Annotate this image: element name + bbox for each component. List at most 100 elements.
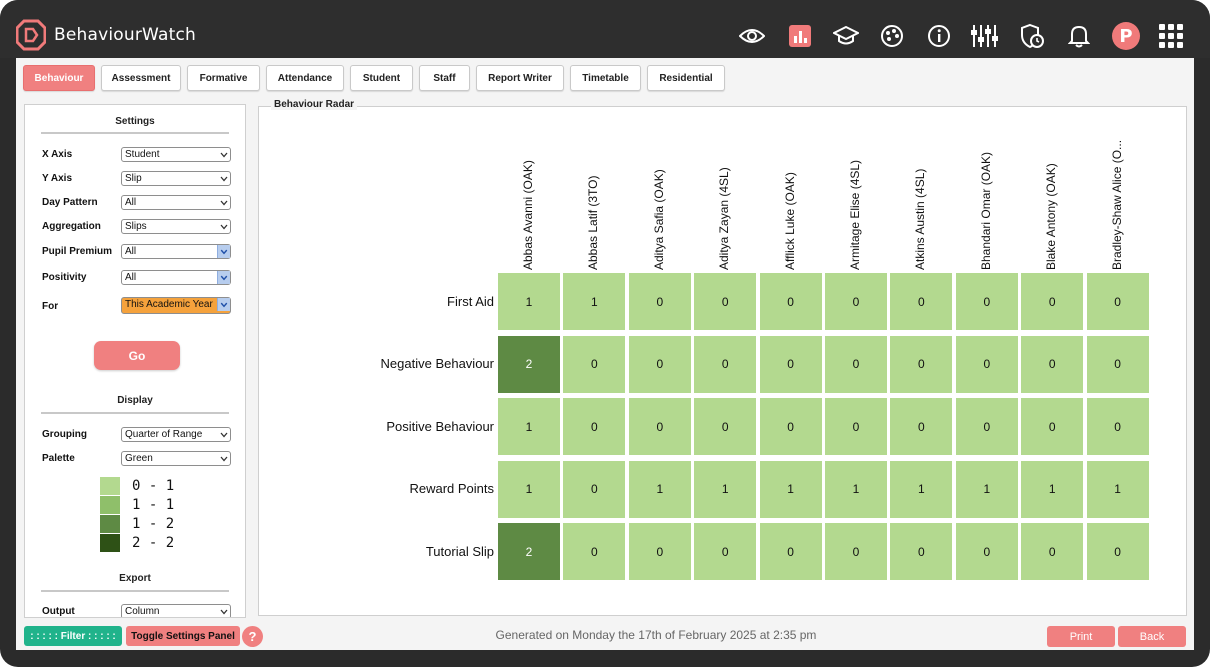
chevron-down-icon [217,271,230,284]
tab-formative[interactable]: Formative [187,65,260,91]
heatmap-cell[interactable]: 0 [1021,523,1084,580]
avatar[interactable]: P [1112,22,1140,50]
legend-swatch [100,514,120,533]
heatmap-cell[interactable]: 0 [890,398,953,455]
toggle-settings-button[interactable]: Toggle Settings Panel [126,626,240,646]
heatmap-cell[interactable]: 0 [694,335,757,393]
heatmap-cell[interactable]: 0 [1086,398,1149,455]
sliders-icon[interactable] [970,22,998,50]
tab-behaviour[interactable]: Behaviour [23,65,95,91]
heatmap-cell[interactable]: 0 [628,273,691,330]
bell-icon[interactable] [1065,22,1093,50]
heatmap-cell[interactable]: 0 [890,523,953,580]
tab-attendance[interactable]: Attendance [266,65,344,91]
back-button[interactable]: Back [1118,626,1186,647]
heatmap-cell[interactable]: 0 [1021,335,1084,393]
y-axis-select[interactable]: Slip [121,171,231,186]
aggregation-select[interactable]: Slips [121,219,231,234]
day-pattern-value: All [125,197,137,208]
heatmap-cell[interactable]: 0 [955,335,1018,393]
heatmap-cell[interactable]: 1 [955,460,1018,518]
heatmap-cell[interactable]: 0 [694,398,757,455]
divider [41,132,229,134]
heatmap-cell[interactable]: 0 [825,273,887,330]
column-header: Abbas Avanni (OAK) [521,160,535,270]
heatmap-cell[interactable]: 0 [759,523,822,580]
heatmap-cell[interactable]: 0 [759,398,822,455]
heatmap-cell[interactable]: 1 [825,460,887,518]
heatmap-cell[interactable]: 0 [955,523,1018,580]
help-icon[interactable]: ? [242,626,263,647]
grouping-label: Grouping [42,429,87,440]
heatmap-cell[interactable]: 2 [498,335,560,393]
heatmap-cell[interactable]: 1 [563,273,626,330]
print-button[interactable]: Print [1047,626,1115,647]
heatmap-cell[interactable]: 1 [498,398,560,455]
heatmap-cell[interactable]: 0 [825,335,887,393]
x-axis-select[interactable]: Student [121,147,231,162]
info-icon[interactable] [925,22,953,50]
for-select[interactable]: This Academic Year [121,297,231,314]
chart-icon[interactable] [786,22,814,50]
eye-icon[interactable] [738,22,766,50]
y-axis-value: Slip [125,173,142,184]
heatmap-cell[interactable]: 1 [759,460,822,518]
heatmap-cell[interactable]: 0 [694,523,757,580]
heatmap-cell[interactable]: 0 [825,398,887,455]
heatmap-cell[interactable]: 0 [890,335,953,393]
grid-menu-icon[interactable] [1157,22,1185,50]
filter-button[interactable]: : : : : : Filter : : : : : [24,626,122,646]
shield-clock-icon[interactable] [1018,22,1046,50]
heatmap-cell[interactable]: 0 [759,335,822,393]
heatmap-cell[interactable]: 0 [563,523,626,580]
heatmap-cell[interactable]: 1 [1021,460,1084,518]
heatmap-cell[interactable]: 0 [628,398,691,455]
heatmap-cell[interactable]: 0 [563,460,626,518]
heatmap-cell[interactable]: 0 [563,398,626,455]
heatmap-cell[interactable]: 0 [1086,335,1149,393]
heatmap-cell[interactable]: 0 [1086,273,1149,330]
heatmap-cell[interactable]: 0 [628,335,691,393]
heatmap-cell[interactable]: 0 [759,273,822,330]
tab-timetable[interactable]: Timetable [570,65,641,91]
legend-item: 2 - 2 [100,533,174,552]
heatmap-cell[interactable]: 0 [955,273,1018,330]
heatmap-cell[interactable]: 1 [628,460,691,518]
panel-title: Behaviour Radar [271,99,358,110]
heatmap-cell[interactable]: 1 [498,273,560,330]
heatmap-cell[interactable]: 0 [1086,523,1149,580]
heatmap-cell[interactable]: 2 [498,523,560,580]
heatmap-cell[interactable]: 0 [890,273,953,330]
heatmap-cell[interactable]: 0 [955,398,1018,455]
display-title: Display [117,395,153,406]
heatmap-cell[interactable]: 0 [628,523,691,580]
heatmap-cell[interactable]: 0 [563,335,626,393]
heatmap-cell[interactable]: 1 [498,460,560,518]
legend-swatch [100,533,120,552]
x-axis-value: Student [125,149,160,160]
row-header: Positive Behaviour [386,418,494,434]
heatmap-cell[interactable]: 0 [1021,398,1084,455]
heatmap-cell[interactable]: 1 [1086,460,1149,518]
pupil-premium-value: All [125,246,137,257]
aggregation-value: Slips [125,221,147,232]
tab-student[interactable]: Student [350,65,413,91]
tab-assessment[interactable]: Assessment [101,65,181,91]
tab-staff[interactable]: Staff [419,65,470,91]
heatmap-cell[interactable]: 0 [1021,273,1084,330]
pupil-premium-select[interactable]: All [121,244,231,259]
heatmap-cell[interactable]: 0 [694,273,757,330]
grouping-select[interactable]: Quarter of Range [121,427,231,442]
go-button[interactable]: Go [94,341,180,370]
day-pattern-select[interactable]: All [121,195,231,210]
heatmap-cell[interactable]: 0 [825,523,887,580]
tab-residential[interactable]: Residential [647,65,725,91]
tab-report-writer[interactable]: Report Writer [476,65,564,91]
output-select[interactable]: Column [121,604,231,617]
palette-icon[interactable] [878,22,906,50]
graduation-cap-icon[interactable] [832,22,860,50]
heatmap-cell[interactable]: 1 [890,460,953,518]
palette-select[interactable]: Green [121,451,231,466]
positivity-select[interactable]: All [121,270,231,285]
heatmap-cell[interactable]: 1 [694,460,757,518]
